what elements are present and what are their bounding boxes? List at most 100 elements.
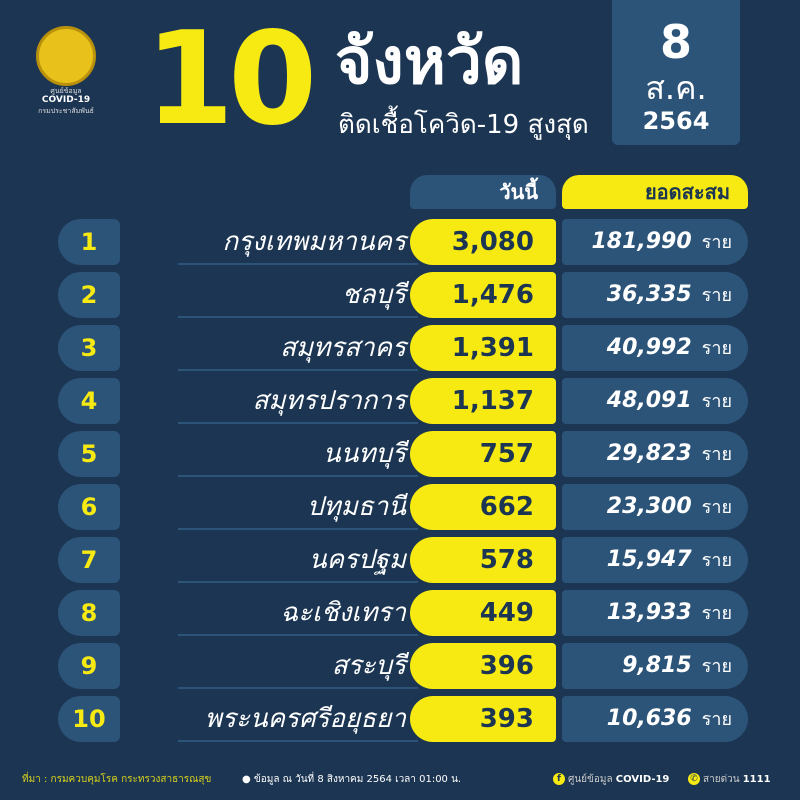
table-row: 1 กรุงเทพมหานคร 3,080 181,990 ราย (58, 219, 748, 265)
today-cases: 396 (410, 643, 556, 689)
province-name: ชลบุรี (341, 280, 406, 310)
total-cases: 29,823 (606, 441, 692, 466)
province-name: ฉะเชิงเทรา (280, 598, 407, 628)
rank: 2 (58, 272, 120, 318)
rank: 6 (58, 484, 120, 530)
rank: 10 (58, 696, 120, 742)
hotline-label: สายด่วน (703, 774, 740, 785)
rank: 3 (58, 325, 120, 371)
today-cases: 662 (410, 484, 556, 530)
row-divider (178, 422, 418, 424)
row-divider (178, 263, 418, 265)
headline-title: จังหวัด (335, 25, 524, 99)
table-row: 9 สระบุรี 396 9,815 ราย (58, 643, 748, 689)
today-cases: 449 (410, 590, 556, 636)
total-cell: 36,335 ราย (562, 272, 748, 318)
today-cases: 1,391 (410, 325, 556, 371)
footer-source: ที่มา : กรมควบคุมโรค กระทรวงสาธารณสุข (22, 774, 212, 785)
province-name: สระบุรี (331, 651, 406, 681)
province-name: ปทุมธานี (306, 492, 406, 522)
table-row: 5 นนทบุรี 757 29,823 ราย (58, 431, 748, 477)
table-row: 8 ฉะเชิงเทรา 449 13,933 ราย (58, 590, 748, 636)
province-name: สมุทรปราการ (252, 386, 407, 416)
total-cases: 36,335 (606, 282, 692, 307)
rank: 9 (58, 643, 120, 689)
row-divider (178, 369, 418, 371)
total-cases: 181,990 (591, 229, 692, 254)
total-cell: 23,300 ราย (562, 484, 748, 530)
unit-label: ราย (701, 338, 732, 359)
unit-label: ราย (701, 656, 732, 677)
table-row: 7 นครปฐม 578 15,947 ราย (58, 537, 748, 583)
total-cell: 15,947 ราย (562, 537, 748, 583)
province-name: นครปฐม (308, 545, 406, 575)
total-cell: 29,823 ราย (562, 431, 748, 477)
logo-line2: COVID-19 (41, 95, 91, 105)
hotline: ✆ สายด่วน 1111 (688, 764, 771, 796)
fb-label: ศูนย์ข้อมูล (568, 774, 613, 785)
total-cases: 23,300 (606, 494, 692, 519)
table-row: 4 สมุทรปราการ 1,137 48,091 ราย (58, 378, 748, 424)
hotline-number: 1111 (742, 774, 771, 785)
footer: ที่มา : กรมควบคุมโรค กระทรวงสาธารณสุข ● … (0, 764, 800, 796)
row-divider (178, 740, 418, 742)
column-header-today: วันนี้ (410, 175, 556, 209)
total-cell: 9,815 ราย (562, 643, 748, 689)
total-cases: 9,815 (622, 653, 692, 678)
logo-line3: กรมประชาสัมพันธ์ (38, 107, 94, 115)
today-cases: 1,476 (410, 272, 556, 318)
government-seal-logo (36, 26, 96, 86)
unit-label: ราย (701, 550, 732, 571)
unit-label: ราย (701, 285, 732, 306)
total-cell: 10,636 ราย (562, 696, 748, 742)
unit-label: ราย (701, 603, 732, 624)
province-name: กรุงเทพมหานคร (222, 227, 406, 257)
rank: 7 (58, 537, 120, 583)
unit-label: ราย (701, 391, 732, 412)
date-day: 8 (659, 15, 692, 69)
total-cases: 40,992 (606, 335, 692, 360)
table-row: 3 สมุทรสาคร 1,391 40,992 ราย (58, 325, 748, 371)
row-divider (178, 475, 418, 477)
total-cases: 48,091 (606, 388, 692, 413)
unit-label: ราย (701, 232, 732, 253)
unit-label: ราย (701, 444, 732, 465)
total-cell: 181,990 ราย (562, 219, 748, 265)
total-cases: 10,636 (606, 706, 692, 731)
table-row: 6 ปทุมธานี 662 23,300 ราย (58, 484, 748, 530)
row-divider (178, 581, 418, 583)
today-cases: 578 (410, 537, 556, 583)
column-header-total: ยอดสะสม (562, 175, 748, 209)
fb-name: COVID-19 (615, 774, 670, 785)
rank: 5 (58, 431, 120, 477)
table-row: 10 พระนครศรีอยุธยา 393 10,636 ราย (58, 696, 748, 742)
province-name: พระนครศรีอยุธยา (204, 704, 406, 734)
row-divider (178, 634, 418, 636)
table-row: 2 ชลบุรี 1,476 36,335 ราย (58, 272, 748, 318)
rank: 4 (58, 378, 120, 424)
date-box: 8 ส.ค. 2564 (612, 0, 740, 145)
today-cases: 757 (410, 431, 556, 477)
date-month: ส.ค. (645, 69, 707, 107)
province-name: สมุทรสาคร (280, 333, 406, 363)
today-cases: 1,137 (410, 378, 556, 424)
logo-line1: ศูนย์ข้อมูล (50, 87, 82, 95)
facebook-icon: f (553, 773, 565, 785)
footer-note: ● ข้อมูล ณ วันที่ 8 สิงหาคม 2564 เวลา 01… (242, 774, 462, 785)
total-cases: 15,947 (606, 547, 692, 572)
row-divider (178, 316, 418, 318)
total-cell: 40,992 ราย (562, 325, 748, 371)
unit-label: ราย (701, 497, 732, 518)
row-divider (178, 528, 418, 530)
today-cases: 393 (410, 696, 556, 742)
rank: 8 (58, 590, 120, 636)
phone-icon: ✆ (688, 773, 700, 785)
facebook-credit: f ศูนย์ข้อมูล COVID-19 (553, 764, 669, 796)
total-cell: 48,091 ราย (562, 378, 748, 424)
rank: 1 (58, 219, 120, 265)
headline-number: 10 (145, 5, 317, 154)
date-year: 2564 (642, 107, 710, 135)
province-name: นนทบุรี (322, 439, 406, 469)
total-cell: 13,933 ราย (562, 590, 748, 636)
total-cases: 13,933 (606, 600, 692, 625)
